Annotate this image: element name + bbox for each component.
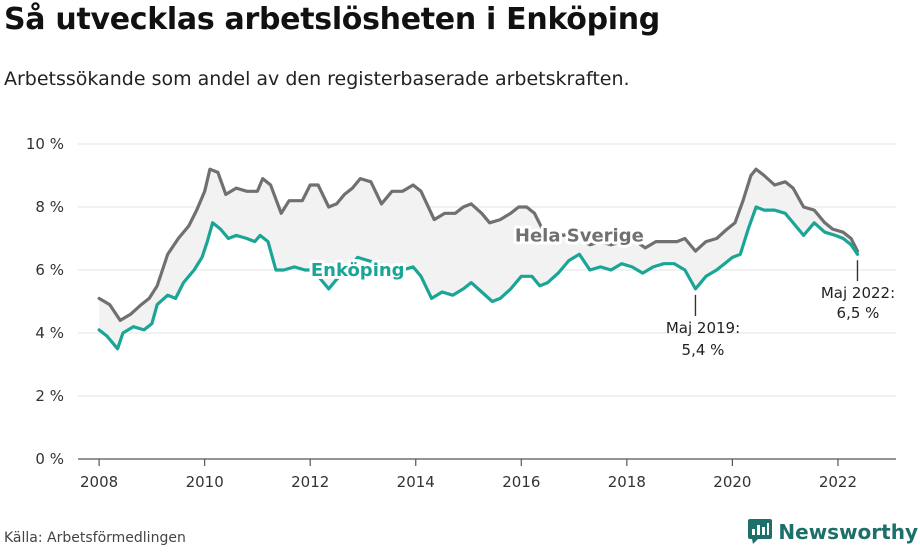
hela-sverige-label: Hela Sverige: [515, 225, 644, 246]
page-title: Så utvecklas arbetslösheten i Enköping: [4, 2, 660, 37]
brand-name: Newsworthy: [778, 520, 918, 544]
x-tick-label: 2014: [397, 473, 435, 491]
x-tick-label: 2022: [819, 473, 857, 491]
x-tick-label: 2008: [80, 473, 118, 491]
x-tick-label: 2018: [608, 473, 646, 491]
series-label-layer: Hela Sverige Enköping: [308, 222, 647, 284]
x-tick-label: 2010: [186, 473, 224, 491]
y-tick-label: 6 %: [35, 261, 64, 279]
hela-sverige-line: [97, 167, 860, 322]
source-note: Källa: Arbetsförmedlingen: [4, 530, 186, 546]
y-tick-label: 2 %: [35, 387, 64, 405]
y-tick-label: 10 %: [26, 135, 64, 153]
series-layer: [97, 167, 860, 351]
y-tick-label: 4 %: [35, 324, 64, 342]
fill-layer: [99, 169, 858, 349]
y-tick-label: 0 %: [35, 450, 64, 468]
x-tick-label: 2016: [502, 473, 540, 491]
axis-layer: 0 % 2 % 4 % 6 % 8 % 10 % 2008 2010 2012 2014 2016 2…: [26, 135, 896, 491]
enkoping-line: [97, 205, 860, 351]
brand-logo: Newsworthy: [748, 519, 918, 545]
x-tick-label: 2012: [291, 473, 329, 491]
annotation-label: Maj 2019:: [666, 319, 740, 337]
enkoping-label: Enköping: [311, 260, 405, 281]
area-between-series: [99, 169, 858, 349]
y-tick-label: 8 %: [35, 198, 64, 216]
annotation-value: 6,5 %: [837, 304, 880, 322]
annotation-value: 5,4 %: [682, 341, 725, 359]
newsworthy-logo-icon: [748, 519, 773, 544]
annotation-layer: Maj 2019: 5,4 % Maj 2022: 6,5 %: [666, 260, 895, 359]
x-tick-label: 2020: [713, 473, 751, 491]
page-subtitle: Arbetssökande som andel av den registerb…: [4, 68, 630, 90]
annotation-label: Maj 2022:: [821, 284, 895, 302]
